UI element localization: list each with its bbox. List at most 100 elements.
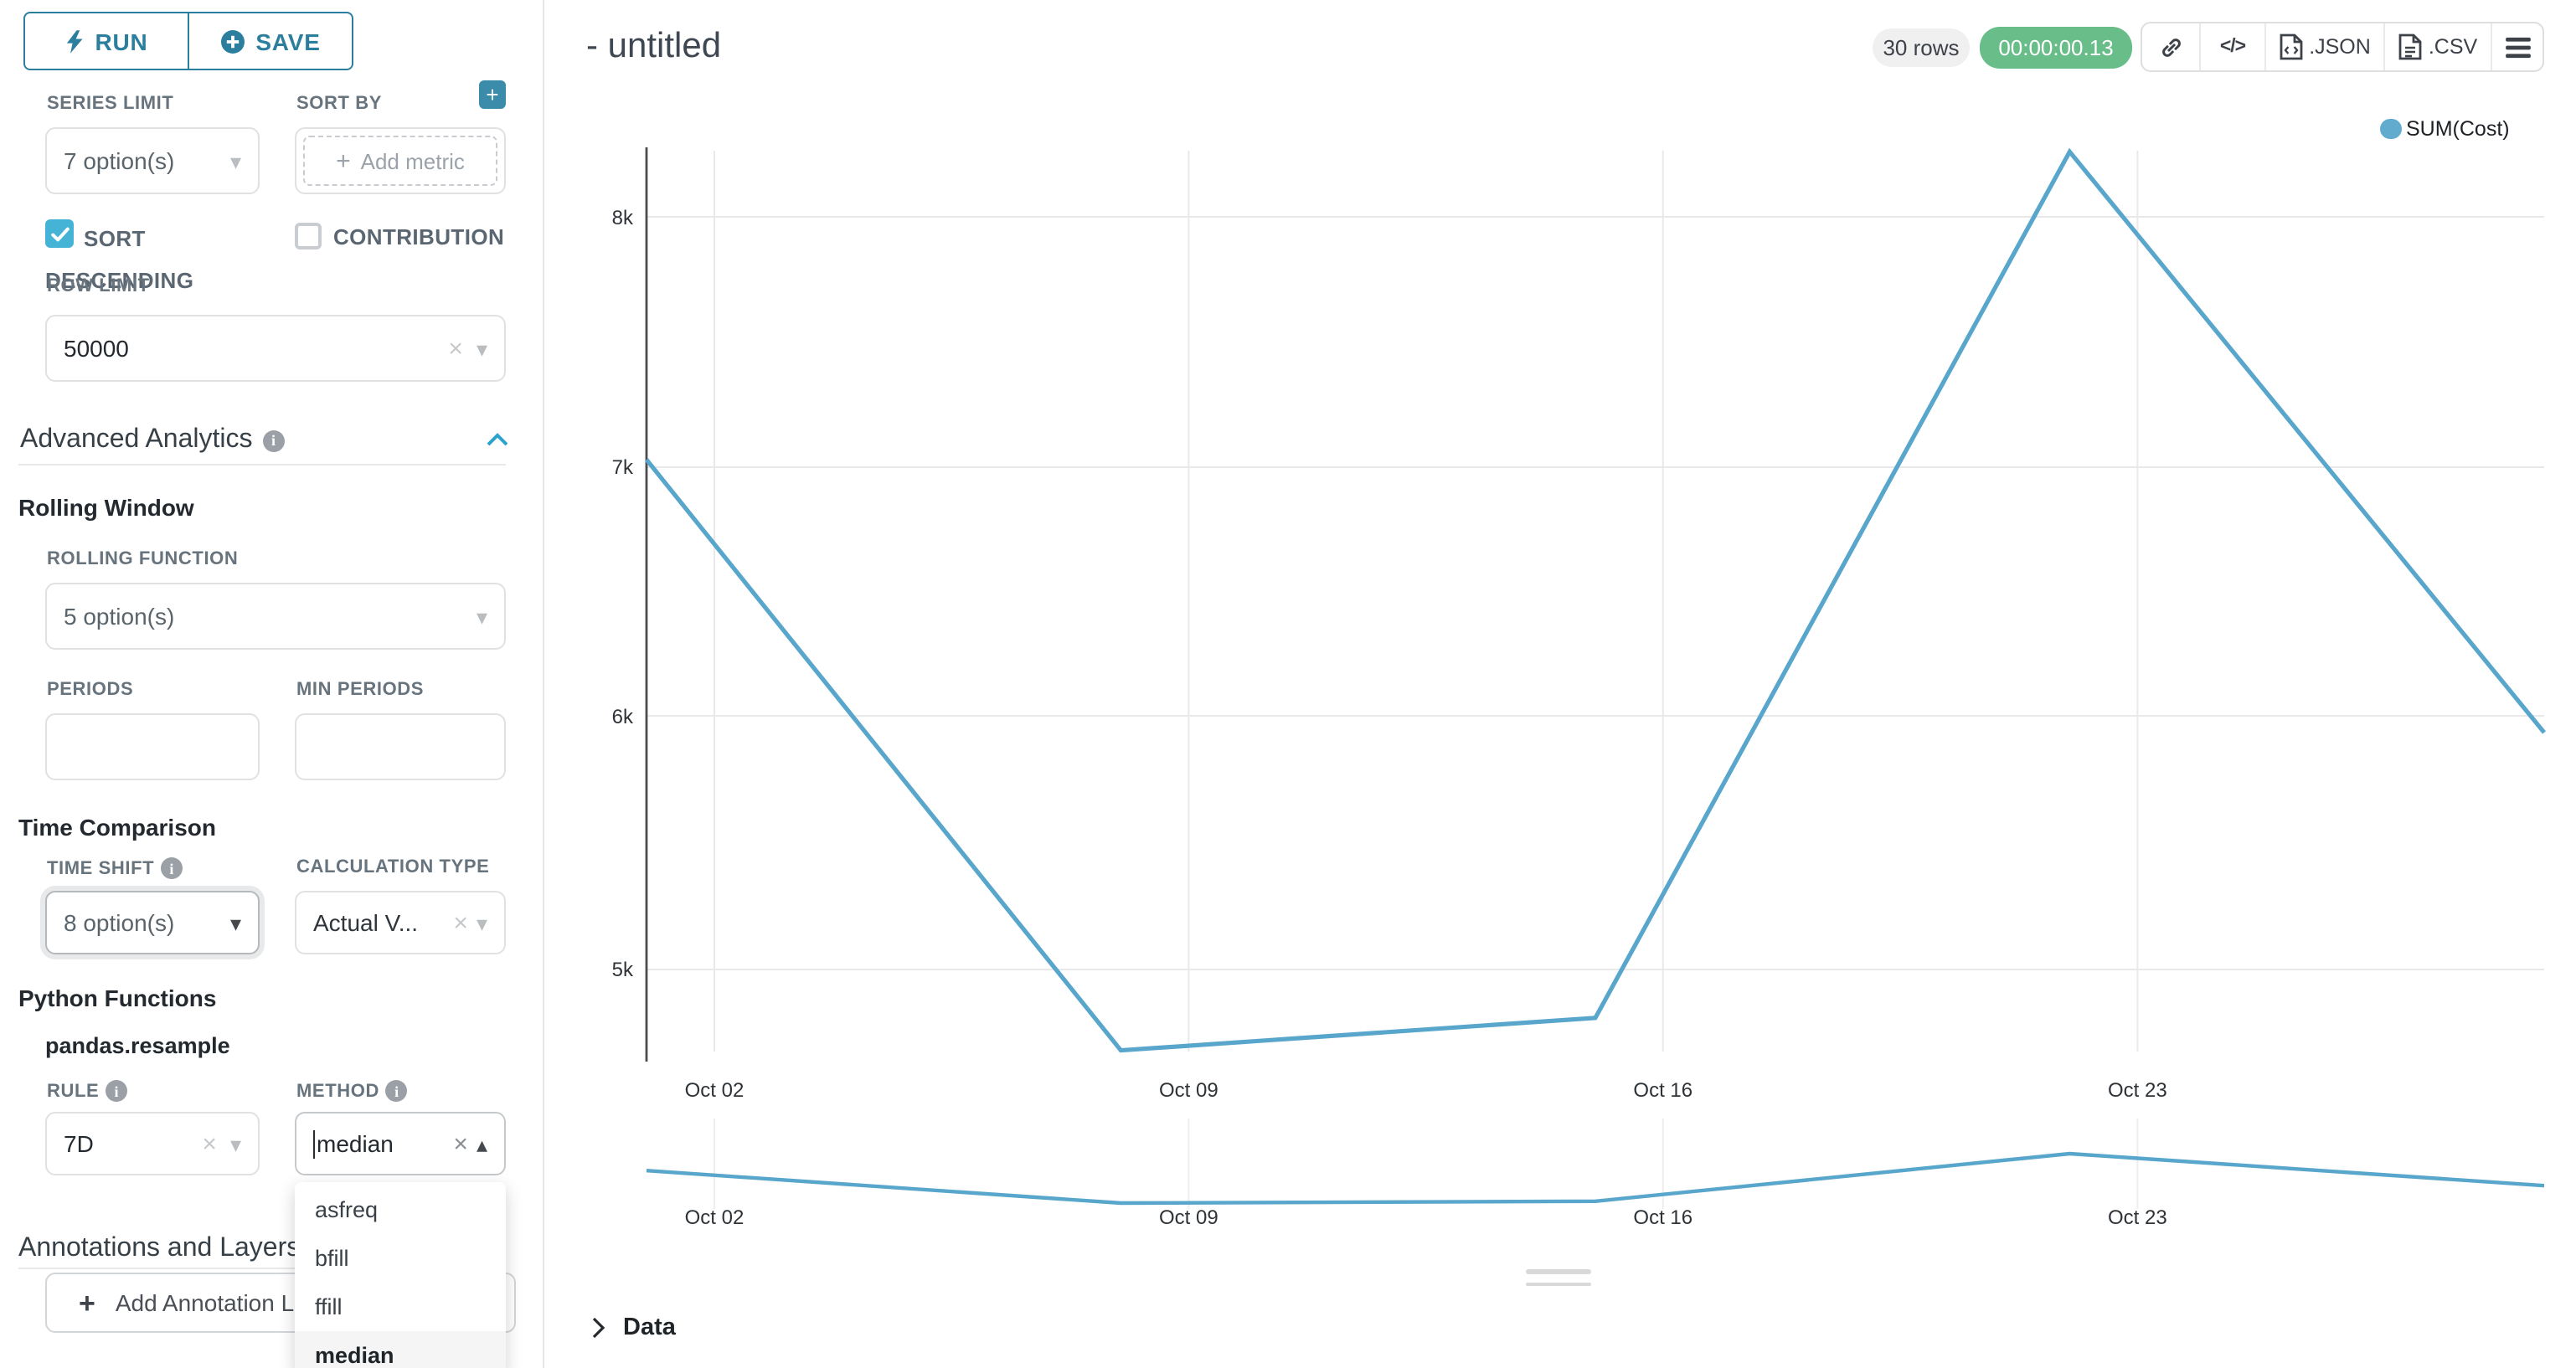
- mini-x-tick-oct23: Oct 23: [2108, 1206, 2167, 1229]
- clear-icon[interactable]: ×: [453, 908, 468, 937]
- chevron-up-icon: ▴: [476, 1131, 487, 1156]
- calculation-type-value: Actual V...: [313, 909, 419, 936]
- series-limit-label: SERIES LIMIT: [47, 94, 174, 114]
- clear-icon[interactable]: ×: [448, 334, 463, 363]
- sidebar-divider: [543, 0, 544, 1368]
- x-tick-oct09: Oct 09: [1159, 1078, 1218, 1102]
- legend-item-sum-cost[interactable]: SUM(Cost): [2380, 117, 2510, 141]
- method-option-bfill[interactable]: bfill: [315, 1246, 349, 1271]
- chart-actions-toolbar: </> .JSON .CSV: [2141, 22, 2544, 72]
- calculation-type-select[interactable]: Actual V... × ▾: [295, 891, 506, 954]
- add-sort-metric-plus-button[interactable]: +: [479, 80, 506, 109]
- data-panel-expander[interactable]: Data: [590, 1314, 676, 1341]
- method-option-asfreq[interactable]: asfreq: [315, 1197, 379, 1222]
- series-limit-select[interactable]: 7 option(s) ▾: [45, 127, 260, 194]
- chevron-down-icon: ▾: [476, 604, 487, 629]
- series-limit-value: 7 option(s): [64, 147, 175, 174]
- file-code-icon: [2279, 33, 2302, 60]
- y-tick-8k: 8k: [611, 205, 633, 229]
- time-shift-label: TIME SHIFT i: [47, 857, 183, 879]
- python-functions-title: Python Functions: [18, 985, 217, 1011]
- rule-select[interactable]: 7D × ▾: [45, 1112, 260, 1175]
- contribution-label: CONTRIBUTION: [333, 224, 505, 249]
- row-limit-label: ROW LIMIT: [47, 276, 150, 296]
- row-count-badge: 30 rows: [1873, 28, 1970, 67]
- hamburger-menu-icon: [2505, 36, 2530, 58]
- contribution-checkbox[interactable]: [295, 223, 322, 249]
- export-csv-label: .CSV: [2428, 35, 2478, 59]
- sort-descending-checkbox[interactable]: [45, 219, 74, 248]
- legend-label: SUM(Cost): [2406, 117, 2510, 141]
- pandas-resample-label: pandas.resample: [45, 1033, 230, 1058]
- time-comparison-title: Time Comparison: [18, 814, 216, 841]
- plus-icon: +: [79, 1287, 95, 1319]
- y-tick-7k: 7k: [611, 455, 633, 479]
- method-dropdown-menu: asfreq bfill ffill median: [295, 1182, 506, 1368]
- resize-handle-bar: [1526, 1282, 1591, 1286]
- run-save-button-group: RUN SAVE: [23, 12, 353, 70]
- info-icon: i: [262, 429, 285, 451]
- export-json-button[interactable]: .JSON: [2264, 23, 2383, 70]
- clear-icon[interactable]: ×: [453, 1129, 468, 1158]
- method-select[interactable]: median × ▴: [295, 1112, 506, 1175]
- mini-grid-lines: [714, 1119, 2139, 1209]
- y-tick-6k: 6k: [611, 704, 633, 728]
- chevron-down-icon: ▾: [229, 148, 241, 173]
- rule-label-text: RULE: [47, 1081, 100, 1101]
- save-button[interactable]: SAVE: [188, 13, 352, 69]
- code-icon: </>: [2219, 37, 2246, 57]
- line-chart-canvas[interactable]: [543, 0, 2576, 1368]
- collapse-chevron-up-icon[interactable]: [486, 432, 509, 447]
- row-limit-select[interactable]: 50000 × ▾: [45, 315, 506, 382]
- chevron-down-icon: ▾: [229, 910, 241, 935]
- chevron-down-icon: ▾: [476, 336, 487, 361]
- mini-preview-line[interactable]: [646, 1151, 2545, 1206]
- advanced-analytics-title: Advanced Analytics: [20, 425, 253, 454]
- mini-x-tick-oct09: Oct 09: [1159, 1206, 1218, 1229]
- sort-descending-checkbox-field[interactable]: SORT DESCENDING: [45, 219, 193, 302]
- advanced-analytics-header[interactable]: Advanced Analytics i: [20, 425, 285, 455]
- method-option-median[interactable]: median: [295, 1331, 506, 1368]
- time-shift-select[interactable]: 8 option(s) ▾: [45, 891, 260, 954]
- time-shift-label-text: TIME SHIFT: [47, 858, 155, 878]
- rolling-function-value: 5 option(s): [64, 603, 175, 630]
- view-query-button[interactable]: </>: [2199, 23, 2264, 70]
- chart-menu-button[interactable]: [2491, 23, 2543, 70]
- x-tick-oct16: Oct 16: [1633, 1078, 1693, 1102]
- method-option-ffill[interactable]: ffill: [315, 1294, 343, 1319]
- sort-by-label: SORT BY: [296, 94, 382, 114]
- lightning-icon: [66, 29, 83, 53]
- mini-x-tick-oct16: Oct 16: [1633, 1206, 1693, 1229]
- sort-by-field[interactable]: + Add metric: [295, 127, 506, 194]
- contribution-checkbox-field[interactable]: CONTRIBUTION: [295, 223, 504, 249]
- query-timer-badge: 00:00:00.13: [1980, 27, 2132, 69]
- min-periods-label: MIN PERIODS: [296, 680, 425, 700]
- chevron-down-icon: ▾: [229, 1131, 241, 1156]
- add-metric-button[interactable]: + Add metric: [303, 136, 497, 186]
- data-panel-label: Data: [623, 1314, 676, 1341]
- info-icon: i: [161, 857, 183, 879]
- rolling-function-select[interactable]: 5 option(s) ▾: [45, 583, 506, 650]
- chevron-down-icon: ▾: [476, 910, 487, 935]
- add-metric-label: Add metric: [360, 148, 465, 173]
- method-value: median: [317, 1130, 394, 1157]
- copy-link-button[interactable]: [2142, 23, 2199, 70]
- series-line-sum-cost: [644, 147, 2547, 1053]
- y-tick-5k: 5k: [611, 958, 633, 981]
- chart-title[interactable]: - untitled: [586, 27, 722, 65]
- run-button[interactable]: RUN: [25, 13, 188, 69]
- min-periods-input[interactable]: [295, 713, 506, 780]
- periods-input[interactable]: [45, 713, 260, 780]
- rolling-function-label: ROLLING FUNCTION: [47, 549, 239, 569]
- row-limit-value: 50000: [64, 335, 129, 362]
- plus-icon: +: [336, 147, 351, 175]
- mini-x-tick-oct02: Oct 02: [684, 1206, 744, 1229]
- legend-dot: [2380, 118, 2401, 140]
- info-icon: i: [106, 1080, 128, 1102]
- rolling-window-title: Rolling Window: [18, 494, 194, 521]
- clear-icon[interactable]: ×: [202, 1129, 217, 1158]
- method-label-text: METHOD: [296, 1081, 379, 1101]
- export-csv-button[interactable]: .CSV: [2383, 23, 2491, 70]
- check-icon: [50, 226, 69, 241]
